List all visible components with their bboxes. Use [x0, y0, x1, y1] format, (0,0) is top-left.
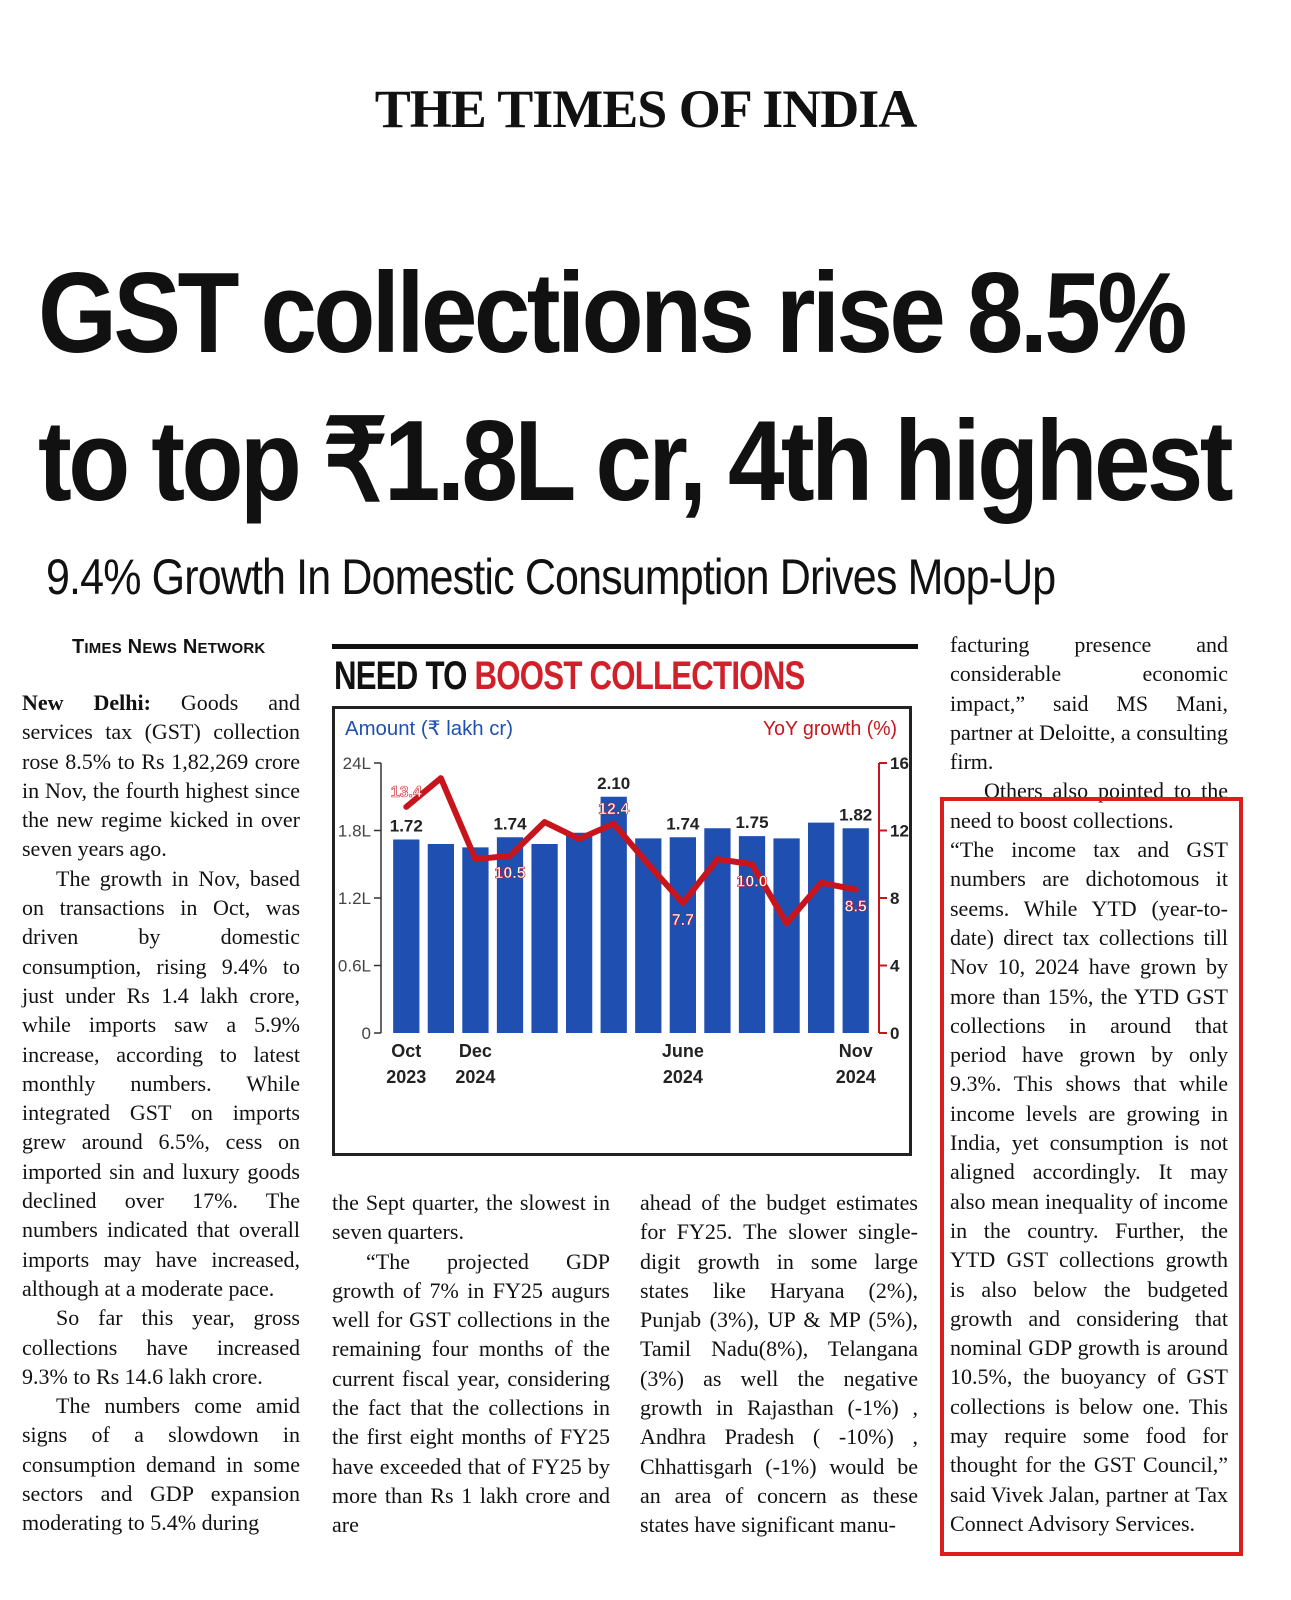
column-1-paragraph-1-text: Goods and services tax (GST) collection …	[22, 690, 301, 862]
byline-n2: N	[182, 636, 198, 658]
growth-point	[784, 920, 790, 926]
bar-value-label: 1.72	[390, 817, 423, 836]
growth-value-label: 8.5	[845, 899, 867, 916]
column-4-paragraph-1: facturing presence and considerable econ…	[950, 632, 1228, 775]
dateline: New Delhi:	[22, 690, 151, 715]
byline: TIMES NEWS NETWORK	[72, 636, 265, 659]
column-1-paragraph-4: The numbers come amid signs of a slowdow…	[22, 1393, 300, 1536]
chart-frame: Amount (₹ lakh cr) YoY growth (%) 0 0.6L 1.2…	[332, 706, 912, 1156]
headline-line-1: GST collections rise 8.5%	[38, 250, 1187, 377]
bar	[496, 837, 524, 1033]
bar	[531, 844, 558, 1033]
bar-value-label: 1.74	[666, 814, 700, 833]
growth-value-label: 10.5	[494, 865, 525, 882]
column-1-paragraph-2: The growth in Nov, based on transactions…	[22, 865, 300, 1301]
left-tick-label: 1.8L	[338, 822, 371, 841]
column-2-paragraph-1: the Sept quarter, the slowest in seven q…	[332, 1190, 610, 1245]
column-1-paragraph-1: New Delhi: Goods and services tax (GST) …	[22, 688, 300, 864]
byline-n: N	[127, 636, 143, 658]
x-tick-label-year: 2024	[663, 1067, 703, 1087]
chart-box: NEED TO BOOST COLLECTIONS Amount (₹ lakh…	[332, 644, 918, 1158]
growth-point	[611, 821, 617, 827]
growth-point	[680, 900, 686, 906]
chart: Amount (₹ lakh cr) YoY growth (%) 0 0.6L 1.2…	[338, 718, 909, 1087]
bar-value-label: 1.74	[493, 814, 527, 833]
column-2-paragraph-2: “The projected GDP growth of 7% in FY25 …	[332, 1248, 610, 1538]
growth-value-label: 10.0	[736, 873, 767, 890]
article-column-1: New Delhi: Goods and services tax (GST) …	[22, 688, 300, 1538]
growth-point	[542, 819, 548, 825]
left-tick-label: 1.2L	[338, 889, 371, 908]
bar	[462, 847, 489, 1033]
chart-top-rule	[332, 644, 918, 649]
x-tick-label-year: 2023	[386, 1067, 426, 1087]
article-column-3: ahead of the budget estimates for FY25. …	[640, 1188, 918, 1540]
byline-etwork: ETWORK	[197, 640, 266, 657]
headline: GST collections rise 8.5% to top ₹1.8L c…	[38, 240, 1258, 536]
highlight-box	[940, 797, 1243, 1556]
growth-line	[403, 775, 859, 927]
chart-title-part-1: NEED TO	[334, 654, 467, 698]
bar	[393, 839, 420, 1033]
bar-value-label: 1.82	[839, 805, 872, 824]
x-tick-label-month: Oct	[391, 1041, 421, 1061]
chart-title: NEED TO BOOST COLLECTIONS	[334, 654, 806, 699]
x-tick-label-month: Nov	[839, 1041, 873, 1061]
growth-point	[576, 836, 582, 842]
bar	[427, 844, 454, 1033]
column-4-quote: “The income tax and GST numbers are dich…	[950, 837, 1228, 1536]
right-tick-label: 4	[890, 957, 900, 976]
x-tick-label-month: June	[662, 1041, 704, 1061]
bar	[842, 828, 869, 1033]
growth-point	[472, 856, 478, 862]
bar-value-label: 2.10	[597, 774, 630, 793]
bar	[669, 837, 696, 1033]
right-axis-title: YoY growth (%)	[763, 718, 897, 740]
byline-imes: IMES	[84, 640, 122, 657]
bar	[566, 832, 593, 1033]
bar	[808, 822, 835, 1033]
bar	[773, 838, 800, 1033]
right-tick-label: 16	[890, 754, 909, 773]
growth-value-label: 12.4	[598, 801, 629, 818]
growth-value-label: 7.7	[672, 912, 694, 929]
masthead: THE TIMES OF INDIA	[374, 79, 918, 139]
growth-value-label: 13.4	[391, 784, 422, 801]
byline-t: T	[72, 636, 85, 658]
headline-line-2: to top ₹1.8L cr, 4th highest	[38, 398, 1234, 525]
x-tick-label-year: 2024	[455, 1067, 495, 1087]
chart-title-part-2: BOOST COLLECTIONS	[474, 654, 806, 698]
article-column-4: facturing presence and considerable econ…	[950, 630, 1228, 1538]
left-tick-label: 0	[362, 1024, 371, 1043]
column-1-paragraph-3: So far this year, gross collections have…	[22, 1305, 300, 1389]
left-tick-label: 24L	[343, 754, 371, 773]
x-tick-label-year: 2024	[836, 1067, 876, 1087]
right-tick-label: 0	[890, 1024, 899, 1043]
subheadline: 9.4% Growth In Domestic Consumption Driv…	[46, 549, 1056, 605]
growth-point	[403, 804, 409, 810]
growth-point	[507, 853, 513, 859]
left-tick-label: 0.6L	[338, 957, 371, 976]
growth-point	[645, 861, 651, 867]
bar-value-label: 1.75	[735, 813, 768, 832]
growth-point	[714, 856, 720, 862]
article-column-2: the Sept quarter, the slowest in seven q…	[332, 1188, 610, 1540]
growth-point	[438, 775, 444, 781]
right-tick-label: 12	[890, 822, 909, 841]
right-tick-label: 8	[890, 889, 899, 908]
growth-point	[818, 880, 824, 886]
growth-point	[749, 861, 755, 867]
x-tick-label-month: Dec	[459, 1041, 492, 1061]
growth-point	[853, 887, 859, 893]
left-axis-title: Amount (₹ lakh cr)	[345, 718, 513, 740]
column-3-paragraph-1: ahead of the budget estimates for FY25. …	[640, 1190, 918, 1538]
byline-ews: EWS	[142, 640, 178, 657]
